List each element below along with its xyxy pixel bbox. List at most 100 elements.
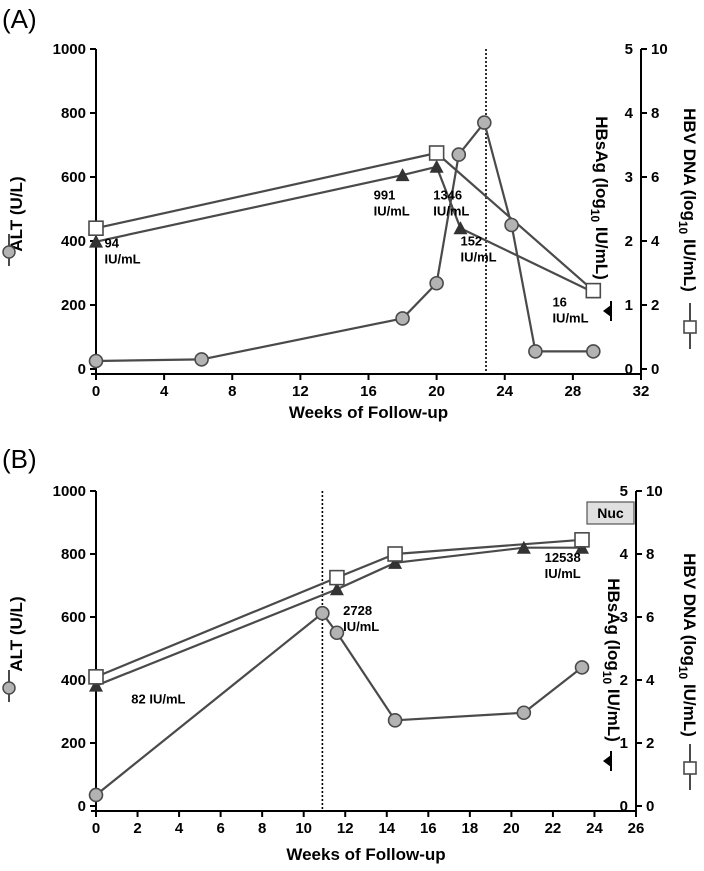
annotation-label: IU/mL — [374, 203, 410, 218]
y-right-inner-title-part: HBsAg (log — [592, 116, 611, 209]
point-hbsag — [388, 555, 403, 569]
x-tick-label: 12 — [292, 383, 309, 400]
x-tick-label: 22 — [545, 820, 562, 837]
x-tick-label: 20 — [428, 383, 445, 400]
y-right-inner-tick-label: 5 — [625, 41, 633, 58]
point-hbv-dna — [428, 145, 445, 161]
x-tick-label: 12 — [337, 820, 354, 837]
y-left-title: ALT (U/L) — [7, 176, 26, 251]
x-tick-label: 2 — [133, 820, 141, 837]
y-right-inner-tick-label: 4 — [625, 105, 634, 122]
point-alt — [516, 705, 532, 721]
point-hbv-dna — [387, 546, 403, 562]
panel-a: (A)0 4 8 12 16 20 24 28 320200400600800100001234… — [2, 4, 699, 422]
point-alt — [315, 605, 330, 621]
point-alt — [528, 344, 543, 359]
y-right-outer-tick-label: 10 — [646, 483, 663, 500]
x-tick-label: 26 — [628, 820, 645, 837]
point-hbv-dna — [88, 669, 104, 685]
point-alt — [329, 625, 345, 641]
y-left-tick-label: 200 — [61, 297, 86, 314]
y-right-outer-tick-label: 2 — [646, 735, 654, 752]
series-line-hbsag — [95, 546, 582, 687]
x-title: Weeks of Follow-up — [289, 403, 448, 422]
point-hbsag — [395, 168, 410, 182]
y-right-outer-tick-label: 0 — [646, 798, 654, 815]
nuc-label: Nuc — [597, 505, 624, 521]
y-left-tick-label: 600 — [61, 169, 86, 186]
y-right-inner-title-part: IU/mL) — [604, 684, 623, 742]
x-tick-label: 0 — [92, 820, 100, 837]
series-line-alt — [95, 121, 594, 363]
panel-b: (B)0 2 4 6 8 10 12 14 16 18 20 22 24 2602004006008001… — [2, 444, 699, 864]
point-hbsag — [516, 540, 531, 554]
y-right-outer-tick-label: 8 — [646, 546, 654, 563]
y-right-inner-tick-label: 0 — [620, 798, 628, 815]
y-left-tick-label: 600 — [61, 609, 86, 626]
x-tick-label: 18 — [462, 820, 479, 837]
point-alt — [88, 787, 104, 803]
series-line-hbsag — [95, 165, 594, 294]
y-left-tick-label: 400 — [61, 672, 86, 689]
legend-hbsag-marker — [603, 305, 611, 317]
annotation-label: IU/mL — [343, 619, 379, 634]
point-hbv-dna — [88, 220, 104, 236]
annotation-label: 991 — [374, 187, 396, 202]
y-right-outer-title: HBV DNA (log10 IU/mL) — [676, 108, 699, 292]
x-tick-label: 4 — [160, 383, 169, 400]
panel-label: (A) — [2, 4, 37, 34]
y-right-inner-tick-label: 3 — [620, 609, 628, 626]
y-right-outer-tick-label: 0 — [651, 361, 659, 378]
y-right-outer-tick-label: 6 — [651, 169, 659, 186]
point-alt — [429, 275, 444, 291]
y-left-tick-label: 1000 — [53, 483, 86, 500]
series-line-hbv-dna — [95, 151, 595, 292]
y-right-outer-title: HBV DNA (log10 IU/mL) — [676, 553, 699, 737]
series-line-hbv-dna — [95, 538, 583, 678]
y-right-outer-title-part: HBV DNA (log — [680, 553, 699, 666]
x-tick-label: 10 — [295, 820, 312, 837]
x-tick-label: 4 — [175, 820, 184, 837]
panel-label: (B) — [2, 444, 37, 474]
y-right-inner-tick-label: 2 — [625, 233, 633, 250]
y-right-outer-title-part: IU/mL) — [680, 679, 699, 737]
y-right-inner-tick-label: 5 — [620, 483, 628, 500]
y-right-inner-tick-label: 3 — [625, 169, 633, 186]
y-right-inner-tick-label: 1 — [625, 297, 633, 314]
y-left-tick-label: 400 — [61, 233, 86, 250]
point-hbsag — [329, 582, 344, 596]
point-alt — [586, 344, 601, 359]
y-right-outer-title-part: IU/mL) — [680, 234, 699, 292]
x-tick-label: 24 — [586, 820, 603, 837]
x-tick-label: 20 — [503, 820, 520, 837]
y-left-title: ALT (U/L) — [7, 596, 26, 671]
point-alt — [451, 147, 467, 162]
annotation-label: 12538 — [545, 550, 581, 565]
y-left-tick-label: 800 — [61, 105, 86, 122]
y-right-outer-title-sub: 10 — [676, 666, 690, 680]
annotation-label: IU/mL — [545, 566, 581, 581]
y-right-outer-title-part: HBV DNA (log — [680, 108, 699, 221]
point-alt — [395, 311, 410, 326]
y-right-inner-tick-label: 1 — [620, 735, 628, 752]
annotation-label: 82 IU/mL — [131, 691, 185, 706]
annotation-label: IU/mL — [552, 310, 588, 325]
annotation-label: IU/mL — [460, 249, 496, 264]
y-left-tick-label: 0 — [78, 798, 86, 815]
annotation-label: IU/mL — [105, 251, 141, 266]
y-right-outer-title-sub: 10 — [676, 221, 690, 235]
y-right-outer-tick-label: 10 — [651, 41, 668, 58]
y-right-inner-title-part: IU/mL) — [592, 222, 611, 280]
y-right-outer-tick-label: 2 — [651, 297, 659, 314]
x-tick-label: 28 — [565, 383, 582, 400]
legend-alt-marker — [2, 681, 16, 695]
series-line-alt — [95, 612, 583, 796]
y-left-tick-label: 800 — [61, 546, 86, 563]
annotation-label: 94 — [105, 235, 120, 250]
point-hbv-dna — [585, 282, 602, 299]
annotation-label: 2728 — [343, 603, 372, 618]
point-hbv-dna — [329, 569, 345, 586]
point-hbsag — [429, 159, 444, 173]
y-right-outer-tick-label: 6 — [646, 609, 654, 626]
